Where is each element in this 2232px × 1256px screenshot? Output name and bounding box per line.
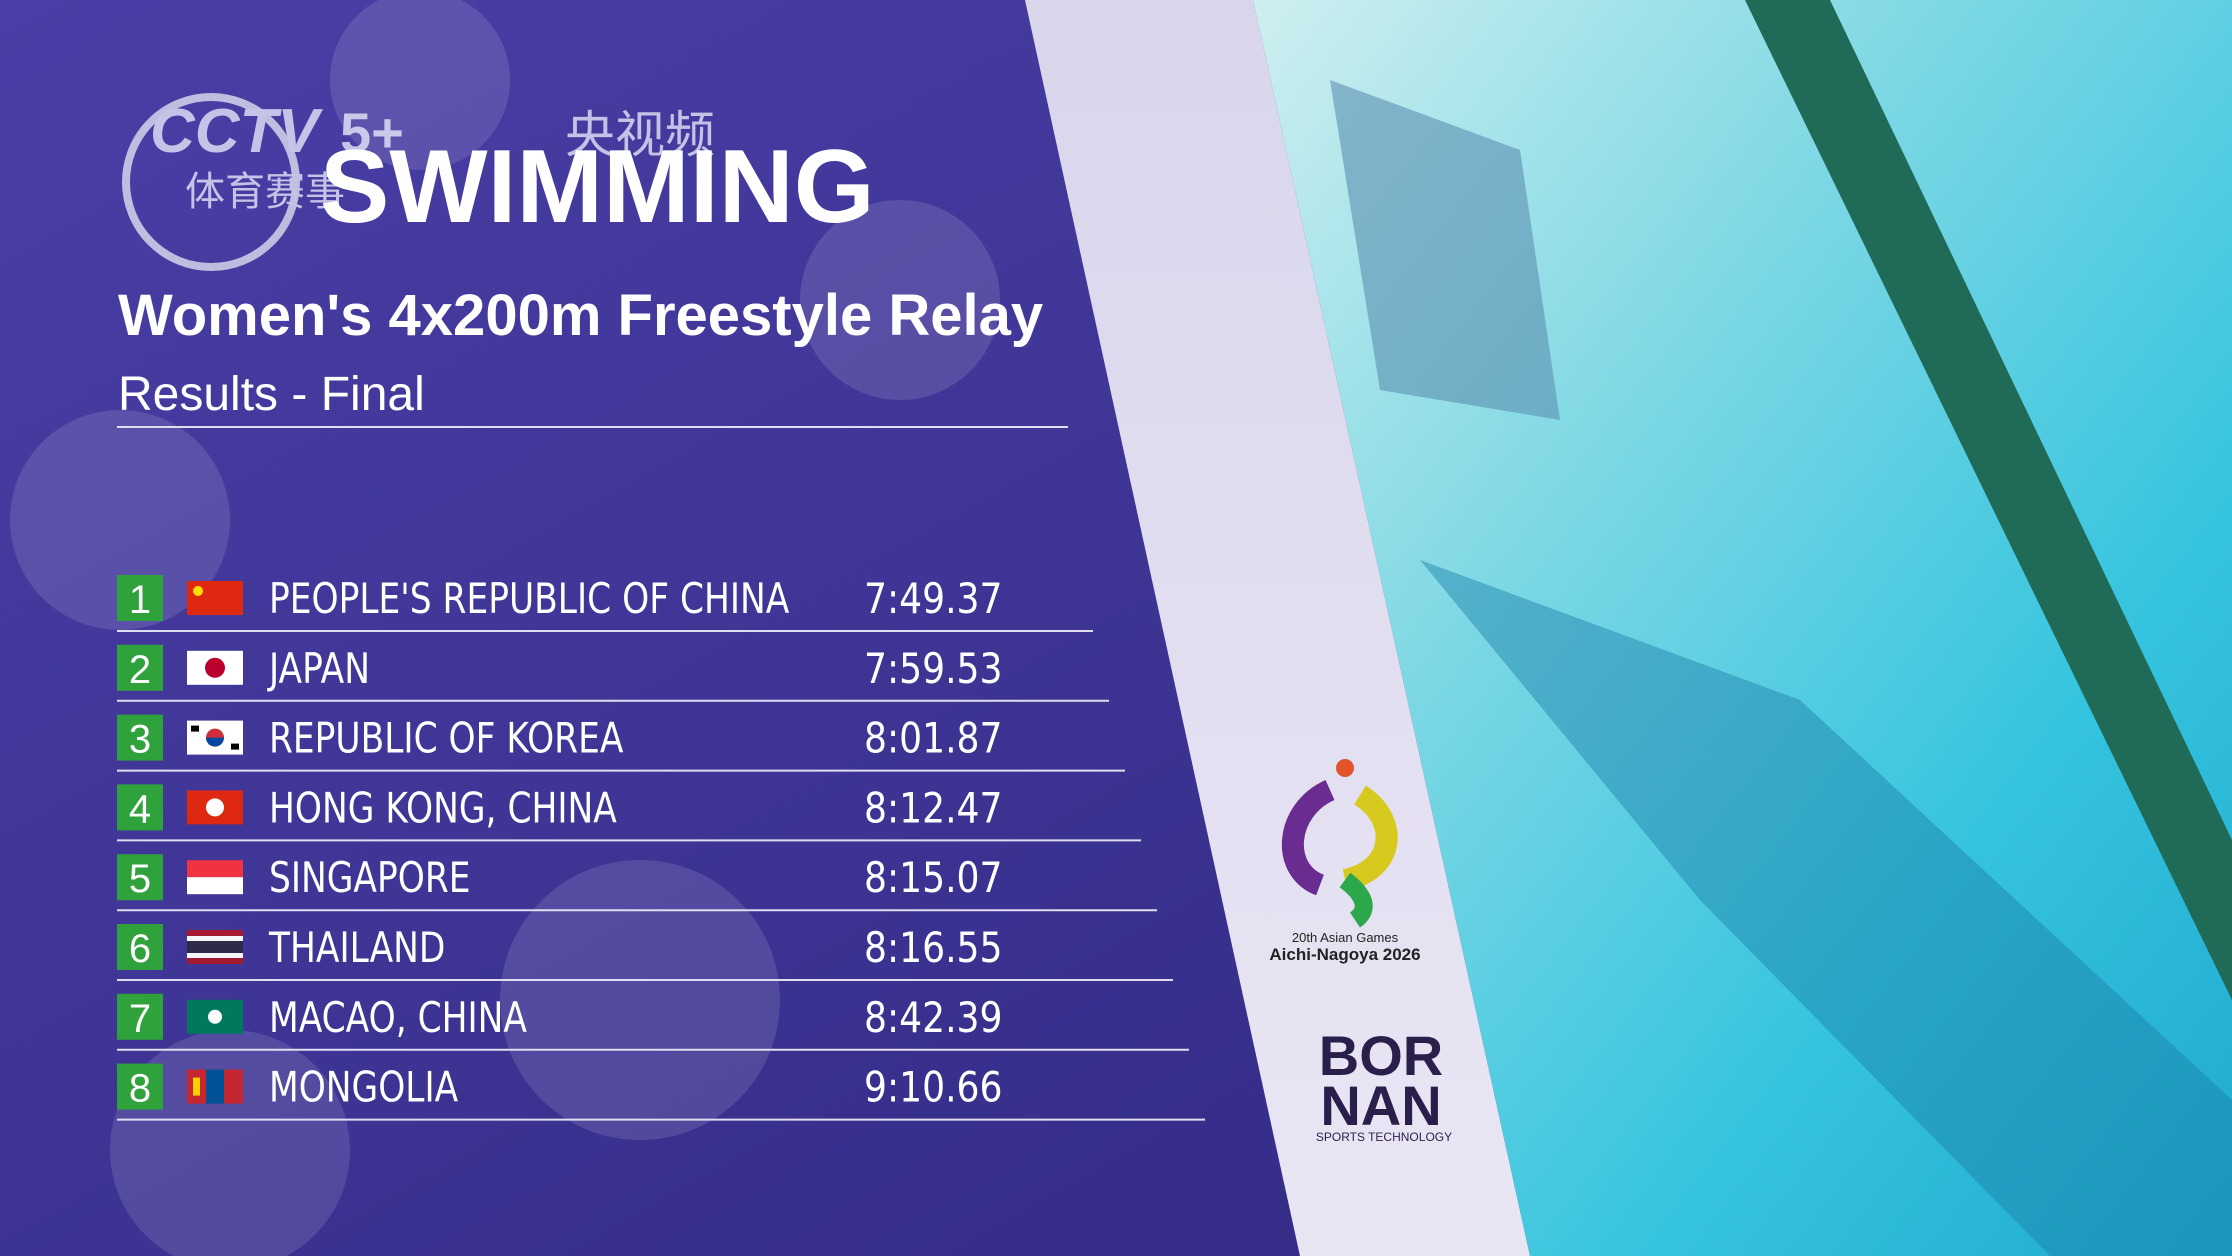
flag (193, 1077, 200, 1096)
country: REPUBLIC OF KOREA (269, 714, 623, 763)
time: 8:42.39 (864, 994, 1003, 1042)
rank-box (117, 924, 163, 970)
light-strip (1025, 0, 1530, 1256)
sponsor-text: NAN (1320, 1074, 1441, 1137)
pattern (10, 0, 1000, 1256)
flag (193, 586, 203, 596)
rank: 4 (129, 787, 151, 831)
flag (187, 930, 243, 964)
country: HONG KONG, CHINA (269, 784, 617, 833)
time: 7:49.37 (864, 575, 1003, 623)
rank-box (117, 784, 163, 831)
rank-box (117, 1063, 163, 1110)
country: MACAO, CHINA (269, 994, 527, 1043)
rank: 7 (129, 997, 151, 1041)
sponsor-logo: BOR NAN SPORTS TECHNOLOGY (1316, 1024, 1452, 1144)
time: 8:16.55 (864, 924, 1003, 972)
flag (206, 798, 224, 817)
channel-suffix: 5+ (340, 101, 404, 164)
pool-shadow (1420, 560, 2232, 1256)
flag (187, 790, 243, 825)
flag (206, 1069, 224, 1104)
rank: 8 (129, 1067, 151, 1111)
country: THAILAND (268, 924, 445, 973)
rank-box (117, 644, 163, 691)
time: 8:15.07 (864, 855, 1003, 903)
flag (187, 720, 243, 755)
rank: 2 (129, 648, 151, 692)
flag (206, 737, 224, 747)
lane-rope (1745, 0, 2232, 1000)
flag (187, 860, 243, 895)
rank: 1 (129, 578, 151, 622)
time: 8:01.87 (864, 715, 1003, 763)
flag (187, 581, 243, 615)
country: JAPAN (267, 645, 370, 694)
results-table: 1 PEOPLE'S REPUBLIC OF CHINA 7:49.37 2 JAPAN… (117, 575, 1205, 1121)
games-text: Aichi-Nagoya 2026 (1269, 945, 1420, 964)
rank-box (117, 854, 163, 901)
flag (187, 930, 243, 936)
country: PEOPLE'S REPUBLIC OF CHINA (269, 575, 789, 624)
flag (187, 581, 243, 615)
flag (187, 958, 243, 964)
sponsor-text: BOR (1319, 1024, 1443, 1087)
flag (187, 1069, 243, 1104)
rank-box (117, 575, 163, 621)
games-logo: 20th Asian Games Aichi-Nagoya 2026 (1269, 759, 1421, 964)
country: MONGOLIA (269, 1063, 458, 1112)
flag (191, 725, 199, 732)
phase: Results - Final (118, 368, 425, 421)
channel-logo: CCTV (150, 97, 323, 166)
program-logo: 体育赛事 (185, 170, 345, 214)
sport-title: SWIMMING (320, 129, 875, 245)
rank: 5 (129, 857, 151, 901)
time: 7:59.53 (864, 645, 1003, 693)
flag (231, 743, 239, 750)
rank: 6 (129, 927, 151, 971)
rank: 3 (129, 718, 151, 762)
app-logo: 央视频 (565, 107, 715, 163)
country: SINGAPORE (269, 854, 471, 903)
flag (187, 650, 243, 685)
rank-box (117, 993, 163, 1040)
flag (187, 860, 243, 878)
flag (187, 941, 243, 953)
pool-shadow (1330, 80, 1560, 420)
flag (187, 999, 243, 1034)
flag (224, 1069, 243, 1104)
watermark: CCTV 5+ 央视频 体育赛事 (122, 93, 715, 271)
flag (187, 953, 243, 958)
time: 9:10.66 (864, 1064, 1003, 1112)
games-text: 20th Asian Games (1292, 930, 1399, 945)
flag (205, 657, 225, 678)
time: 8:12.47 (864, 785, 1003, 833)
flag (187, 877, 243, 895)
sponsor-tagline: SPORTS TECHNOLOGY (1316, 1130, 1452, 1144)
flag (187, 936, 243, 941)
flag (208, 1009, 222, 1024)
rank-box (117, 714, 163, 761)
event-title: Women's 4x200m Freestyle Relay (118, 283, 1043, 348)
